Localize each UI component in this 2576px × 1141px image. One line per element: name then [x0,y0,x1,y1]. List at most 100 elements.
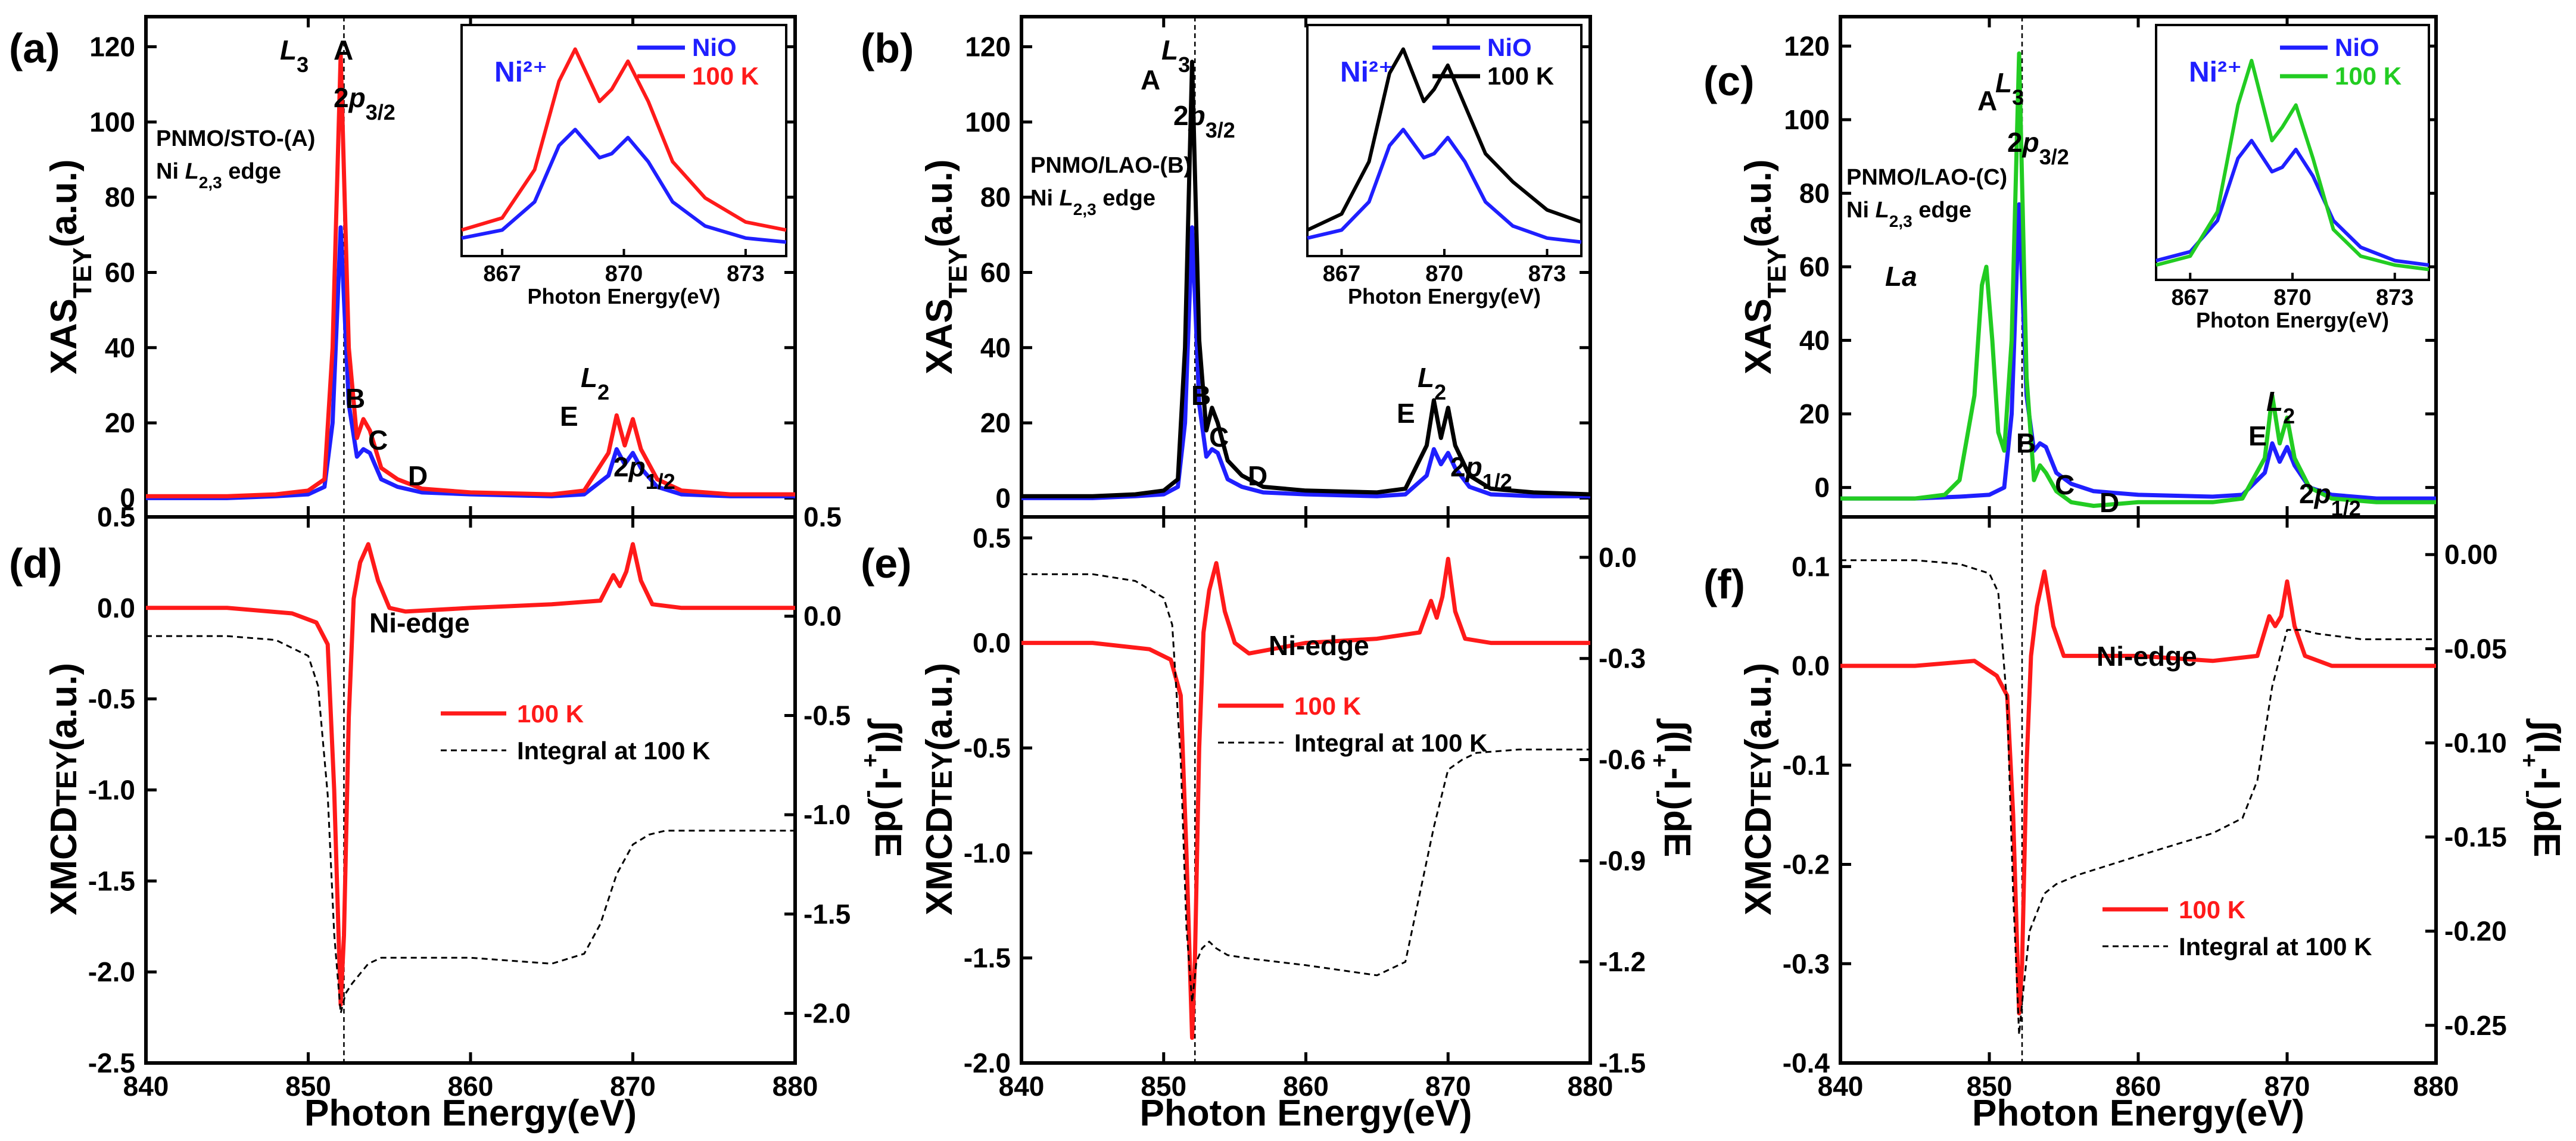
annotation-c: C [368,425,388,456]
inset-x-tick-label: 873 [727,261,764,286]
y-tick-label: 120 [965,32,1011,63]
y2-tick-label: 0.5 [803,501,842,532]
y-tick-label: 20 [105,407,135,438]
panel-letter: (a) [9,25,60,71]
y2-tick-label: -0.15 [2444,822,2507,853]
y2-axis-label: ∫(I+-I-)dE [1646,718,1697,857]
annotation-2p12: 2p1/2 [2299,478,2361,520]
x-tick-label: 860 [2116,1071,2161,1102]
y-tick-label: 120 [1784,30,1830,61]
y-tick-label: 0.5 [973,522,1011,553]
y-tick-label: 100 [1784,104,1830,135]
x-tick-label: 870 [610,1071,656,1102]
annotation-l2: L2 [1418,362,1446,404]
panel-letter: (c) [1703,58,1755,104]
legend-label: 100 K [2335,62,2401,90]
plot-frame [1839,515,2438,1065]
y-tick-label: 60 [1799,251,1830,282]
x-axis-label: Photon Energy(eV) [1139,1093,1472,1134]
panel-f: 840 850 860 870 880 -0.4 -0.3 -0.2 -0.1 0.0 0.1 -0.… [1703,515,2567,1134]
panel-letter: (e) [861,540,912,587]
y-tick-label: 0 [995,482,1011,513]
panel-a: 0 20 40 60 80 100 120 867 870 873 Photon Energy(eV… [9,15,797,519]
legend-label-integral: Integral at 100 K [517,737,710,765]
plot-frame [1020,515,1592,1065]
y-tick-label: 20 [1799,398,1830,429]
annotation-l3: L3 [280,35,309,77]
y-tick-label: 100 [89,107,135,138]
panel-letter: (f) [1703,561,1745,607]
y-tick-label: -0.2 [1783,849,1830,880]
annotation-2p12: 2p1/2 [613,451,675,494]
y-tick-label: -2.5 [88,1048,135,1078]
annotation-d: D [2100,487,2119,518]
x-tick-label: 880 [1568,1071,1613,1102]
inset-series-nio [2156,139,2429,267]
panel-e: 840 850 860 870 880 -2.0 -1.5 -1.0 -0.5 0.0 0.5 -1.… [861,515,1697,1134]
y-axis-label: XASTEY(a.u.) [1738,159,1792,374]
annotation-2p12: 2p1/2 [1450,451,1512,494]
inset-series-nio [461,127,787,244]
y-tick-label: -0.5 [964,732,1011,763]
annotation-sample: PNMO/STO-(A) [156,126,315,151]
legend-label-100k: 100 K [517,700,584,728]
inset-x-tick-label: 867 [2172,285,2209,310]
annotation-e: E [560,401,578,432]
x-tick-label: 870 [2264,1071,2310,1102]
annotation-b: B [1191,380,1211,411]
annotation-e: E [1397,398,1415,429]
y-axis-label: XASTEY(a.u.) [43,159,97,374]
annotation-2p32: 2p3/2 [334,82,395,124]
annotation-c: C [1209,422,1229,453]
x-tick-label: 850 [1967,1071,2013,1102]
y-tick-label: 80 [105,182,135,213]
inset-x-tick-label: 870 [2273,285,2311,310]
inset-x-axis-label: Photon Energy(eV) [527,284,720,308]
y2-tick-label: -0.20 [2444,916,2507,947]
y-tick-label: 120 [89,32,135,63]
y2-tick-label: -0.25 [2444,1010,2507,1041]
series-100-k [1021,60,1591,498]
y2-tick-label: -0.5 [803,700,851,731]
y-tick-label: -2.0 [964,1048,1011,1078]
panel-letter: (d) [9,540,62,587]
y-tick-label: -1.5 [964,943,1011,974]
y-tick-label: 60 [980,257,1011,288]
inset-series-nio [1307,127,1582,244]
inset-x-tick-label: 873 [2376,285,2413,310]
y2-axis-label: ∫(I+-I-)dE [857,718,908,857]
annotation-ni-edge: Ni-edge [369,607,470,638]
y-tick-label: -1.0 [964,837,1011,868]
y2-tick-label: 0.0 [1599,542,1637,573]
y2-tick-label: -0.9 [1599,845,1646,876]
y2-tick-label: -2.0 [803,998,851,1029]
y-tick-label: -1.5 [88,865,135,896]
annotation-l3: L3 [1995,67,2024,110]
series-nio [1840,202,2436,501]
series-100-k [1021,557,1590,1040]
inset-series-100-k [2156,58,2429,272]
y-tick-label: 0 [1814,472,1830,503]
annotation-b: B [345,383,365,414]
inset-x-tick-label: 870 [605,261,643,286]
inset-x-tick-label: 870 [1425,261,1463,286]
annotation-la: La [1885,261,1917,292]
y-tick-label: 80 [980,182,1011,213]
y-tick-label: -0.3 [1783,948,1830,979]
inset-x-tick-label: 867 [483,261,521,286]
x-tick-label: 860 [1283,1071,1329,1102]
legend-label-100k: 100 K [2179,896,2245,924]
inset-x-axis-label: Photon Energy(eV) [2196,308,2389,332]
annotation-sample: PNMO/LAO-(C) [1846,165,2007,190]
y-axis-label: XASTEY(a.u.) [919,159,973,374]
legend-label-100k: 100 K [1294,692,1361,720]
y-tick-label: 40 [105,332,135,363]
y-tick-label: 0.0 [1792,650,1830,681]
y-tick-label: 40 [980,332,1011,363]
x-tick-label: 870 [1425,1071,1471,1102]
